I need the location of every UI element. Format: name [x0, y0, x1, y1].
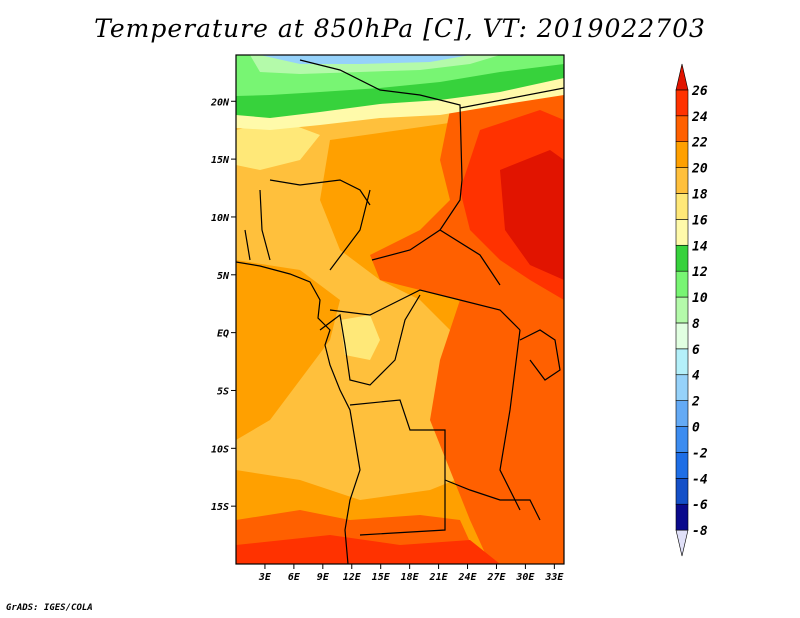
border-angola	[349, 399, 446, 536]
lat-tick-label: EQ	[217, 329, 229, 340]
border-east-lakes	[519, 329, 561, 381]
map-title: Temperature at 850hPa [C], VT: 201902270…	[94, 14, 706, 43]
border-congo-north	[329, 289, 521, 331]
colorbar-segment	[675, 452, 689, 479]
lon-tick-label: 24E	[457, 572, 477, 583]
colorbar-label: 10	[692, 291, 708, 306]
grads-credit: GrADS: IGES/COLA	[6, 603, 93, 613]
colorbar-label: 4	[692, 369, 700, 384]
colorbar-label: -8	[692, 524, 708, 539]
colorbar-label: 16	[692, 213, 708, 228]
colorbar-segment	[675, 478, 689, 505]
colorbar-label: 22	[691, 136, 708, 151]
colorbar-segment	[675, 270, 689, 298]
colorbar-label: 2	[691, 395, 700, 410]
lon-tick-label: 3E	[258, 572, 272, 583]
lat-tick-label: 5S	[217, 386, 229, 397]
colorbar-label: 6	[692, 343, 700, 358]
lon-tick-label: 6E	[288, 572, 301, 583]
coastline-west	[236, 261, 361, 564]
lon-tick-label: 12E	[343, 572, 362, 583]
colorbar-segment	[675, 296, 689, 324]
colorbar-label: 18	[692, 187, 708, 202]
border-congo-gabon	[319, 294, 421, 386]
colorbar-segment	[675, 426, 689, 453]
border-sahel	[299, 59, 463, 231]
lat-tick-label: 20N	[210, 97, 230, 108]
colorbar-label: -4	[692, 472, 708, 487]
border-nigeria	[244, 179, 371, 261]
temperature-map: 20N 15N 10N 5N EQ 5S 10S 15S 3E 6E 9E 12E 15E 18E 21E…	[210, 54, 708, 583]
field-24-26-south	[236, 535, 500, 564]
colorbar-segment	[675, 503, 689, 531]
map-frame	[235, 54, 565, 565]
colorbar-label: 20	[691, 162, 708, 177]
colorbar-label: -6	[692, 498, 708, 513]
longitude-axis: 3E 6E 9E 12E 15E 18E 21E 24E 27E 30E 33E	[258, 564, 564, 583]
lon-tick-label: 33E	[544, 572, 564, 583]
colorbar-label: 14	[692, 239, 708, 254]
border-central	[329, 189, 501, 286]
field-4-8-north	[260, 55, 470, 64]
lat-tick-label: 15N	[211, 155, 230, 166]
field-16-18-congo	[340, 315, 380, 360]
colorbar-label: 26	[691, 84, 708, 99]
lon-tick-label: 18E	[401, 572, 420, 583]
colorbar-segment	[675, 115, 689, 142]
colorbar-segment	[675, 348, 689, 376]
temperature-field	[236, 55, 564, 564]
lon-tick-label: 27E	[486, 572, 506, 583]
lon-tick-label: 15E	[372, 572, 391, 583]
lat-tick-label: 10S	[211, 444, 229, 455]
colorbar-segment	[675, 374, 689, 401]
country-borders	[236, 59, 564, 564]
colorbar-label: -2	[692, 446, 708, 461]
colorbar-segment	[675, 244, 689, 272]
colorbar-segment	[675, 63, 689, 91]
lon-tick-label: 9E	[317, 572, 330, 583]
colorbar-label: 8	[692, 317, 700, 332]
colorbar-segment	[675, 141, 689, 168]
colorbar-label: 0	[692, 421, 700, 436]
colorbar-label: 24	[691, 110, 708, 125]
lon-tick-label: 30E	[515, 572, 535, 583]
border-drc-east	[499, 329, 521, 511]
lon-tick-label: 21E	[429, 572, 449, 583]
colorbar-segment	[675, 167, 689, 194]
border-south	[444, 479, 541, 521]
colorbar-segment	[675, 529, 689, 557]
colorbar-segment	[675, 400, 689, 427]
colorbar-label: 12	[692, 265, 708, 280]
lat-tick-label: 15S	[211, 502, 229, 513]
lat-tick-label: 10N	[211, 213, 230, 224]
field-16-18-west	[236, 120, 320, 170]
latitude-axis: 20N 15N 10N 5N EQ 5S 10S 15S	[210, 97, 236, 513]
colorbar-segment	[675, 193, 689, 220]
colorbar-segment	[675, 322, 689, 350]
field-20-22-west	[236, 260, 340, 440]
colorbar-segment	[675, 219, 689, 246]
colorbar-segment	[675, 89, 689, 117]
border-chad-sudan	[459, 87, 564, 109]
lat-tick-label: 5N	[217, 271, 230, 282]
field-26-hot	[500, 150, 564, 280]
